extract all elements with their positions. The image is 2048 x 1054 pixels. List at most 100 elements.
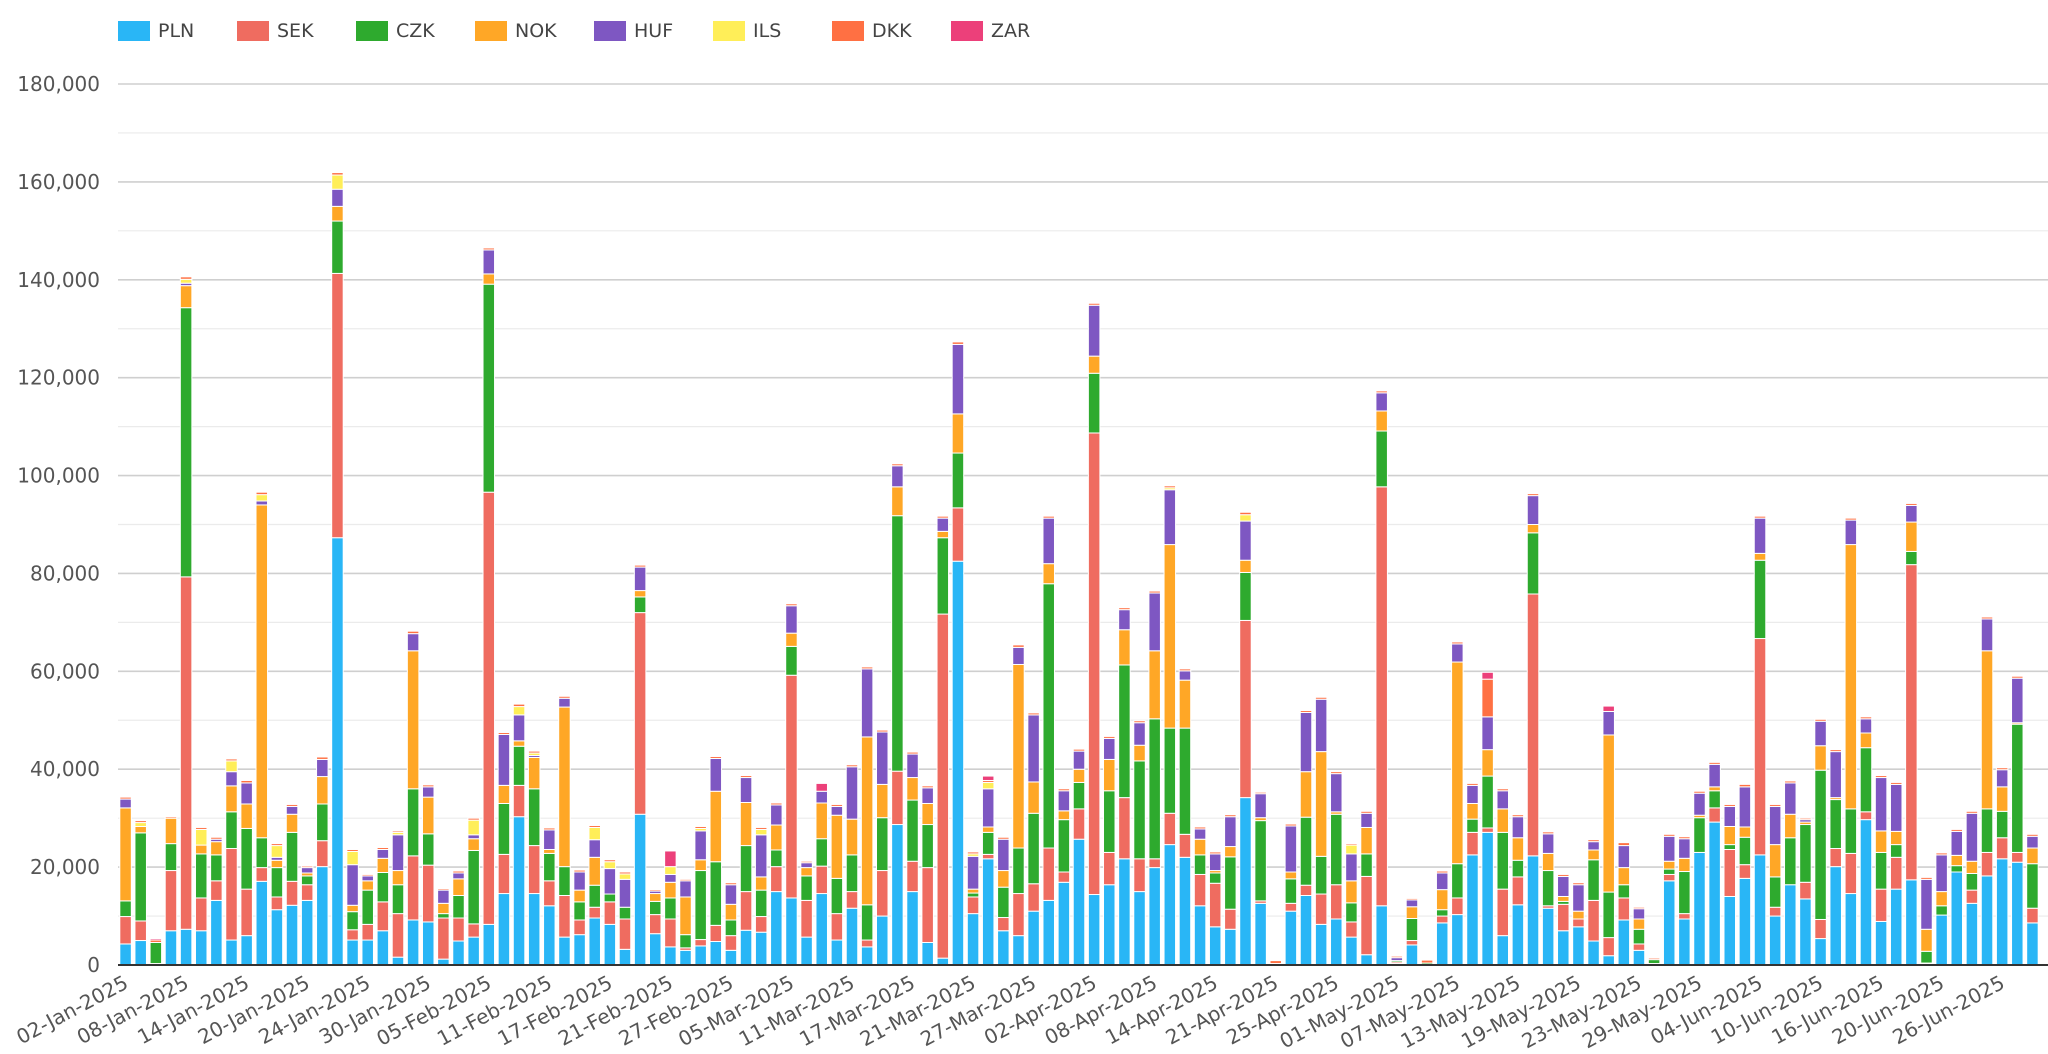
bar-segment-nok[interactable] — [331, 205, 344, 222]
bar-segment-dkk[interactable] — [1027, 712, 1040, 716]
bar-segment-huf[interactable] — [1375, 392, 1388, 412]
bar-segment-huf[interactable] — [1935, 854, 1948, 893]
bar-segment-sek[interactable] — [210, 880, 223, 901]
bar-segment-huf[interactable] — [1133, 722, 1146, 746]
bar-stack[interactable]: 11-Feb-2025 — [543, 827, 556, 966]
bar-segment-sek[interactable] — [1375, 486, 1388, 907]
bar-segment-dkk[interactable] — [1118, 607, 1131, 611]
bar-segment-czk[interactable] — [1905, 550, 1918, 566]
bar-segment-sek[interactable] — [1087, 432, 1101, 896]
bar-stack[interactable]: 04-Feb-2025 — [467, 817, 480, 966]
bar-stack[interactable]: 07-May-2025 — [1451, 641, 1464, 966]
bar-segment-huf[interactable] — [376, 848, 390, 859]
bar-segment-sek[interactable] — [1057, 871, 1071, 883]
bar-segment-czk[interactable] — [1208, 872, 1222, 884]
bar-segment-huf[interactable] — [1511, 816, 1525, 839]
bar-segment-huf[interactable] — [664, 873, 677, 883]
bar-segment-nok[interactable] — [361, 880, 374, 891]
bar-segment-czk[interactable] — [951, 452, 965, 509]
bar-segment-dkk[interactable] — [906, 751, 919, 755]
bar-segment-dkk[interactable] — [1738, 783, 1752, 788]
bar-segment-czk[interactable] — [194, 853, 208, 899]
bar-stack[interactable]: 20-Jun-2025 — [1935, 852, 1948, 966]
bar-segment-sek[interactable] — [739, 891, 753, 931]
bar-segment-pln[interactable] — [1375, 905, 1388, 966]
bar-segment-sek[interactable] — [194, 897, 208, 932]
bar-segment-dkk[interactable] — [179, 276, 193, 280]
bar-segment-huf[interactable] — [1602, 710, 1615, 736]
bar-segment-czk[interactable] — [1617, 884, 1631, 899]
bar-segment-czk[interactable] — [1889, 844, 1903, 858]
bar-segment-czk[interactable] — [709, 861, 723, 926]
bar-segment-huf[interactable] — [1829, 751, 1842, 799]
bar-segment-sek[interactable] — [1905, 564, 1918, 881]
bar-segment-sek[interactable] — [225, 848, 238, 941]
bar-segment-czk[interactable] — [1314, 855, 1328, 895]
bar-segment-sek[interactable] — [724, 935, 738, 951]
bar-segment-czk[interactable] — [1526, 532, 1540, 595]
bar-segment-pln[interactable] — [1314, 923, 1328, 966]
bar-segment-pln[interactable] — [1557, 930, 1570, 966]
bar-segment-sek[interactable] — [1435, 915, 1449, 924]
bar-segment-nok[interactable] — [285, 813, 299, 833]
legend-item-dkk[interactable]: DKK — [832, 18, 951, 44]
bar-segment-dkk[interactable] — [936, 515, 950, 519]
bar-segment-nok[interactable] — [785, 632, 798, 647]
bar-segment-dkk[interactable] — [1889, 781, 1903, 785]
bar-segment-czk[interactable] — [1163, 727, 1177, 814]
bar-segment-nok[interactable] — [1753, 552, 1767, 561]
bar-segment-pln[interactable] — [270, 909, 284, 966]
bar-segment-nok[interactable] — [527, 756, 541, 790]
bar-stack[interactable]: 24-Jan-2025 — [361, 873, 374, 966]
bar-segment-sek[interactable] — [1874, 888, 1888, 922]
bar-segment-nok[interactable] — [1012, 663, 1025, 849]
bar-stack[interactable]: 19-Jun-2025 — [1920, 876, 1933, 966]
bar-segment-pln[interactable] — [1072, 838, 1086, 966]
bar-segment-pln[interactable] — [134, 940, 147, 966]
bar-segment-nok[interactable] — [679, 896, 692, 936]
bar-segment-nok[interactable] — [1057, 810, 1071, 821]
bar-stack[interactable]: 24-Apr-2025 — [1314, 696, 1328, 966]
bar-segment-dkk[interactable] — [1572, 882, 1585, 886]
bar-segment-sek[interactable] — [1844, 852, 1858, 895]
bar-segment-czk[interactable] — [270, 867, 284, 898]
bar-segment-czk[interactable] — [1360, 853, 1373, 877]
bar-stack[interactable]: 29-May-2025 — [1693, 790, 1706, 966]
bar-segment-sek[interactable] — [815, 865, 828, 895]
bar-segment-huf[interactable] — [467, 834, 480, 840]
bar-stack[interactable]: 23-Jun-2025 — [1950, 828, 1964, 966]
bar-segment-czk[interactable] — [119, 900, 132, 918]
bar-segment-dkk[interactable] — [951, 341, 965, 345]
bar-stack[interactable]: 20-Jan-2025 — [300, 865, 314, 966]
bar-stack[interactable]: 01-May-2025 — [1390, 955, 1404, 966]
legend-item-nok[interactable]: NOK — [475, 18, 594, 44]
bar-segment-dkk[interactable] — [376, 847, 390, 850]
bar-stack[interactable]: 15-May-2025 — [1541, 831, 1555, 966]
bar-segment-huf[interactable] — [724, 884, 738, 905]
bar-segment-czk[interactable] — [406, 788, 420, 857]
bar-segment-nok[interactable] — [1193, 838, 1207, 856]
bar-segment-ils[interactable] — [179, 278, 193, 284]
bar-segment-huf[interactable] — [1693, 792, 1706, 816]
bar-segment-huf[interactable] — [1889, 783, 1903, 832]
bar-segment-huf[interactable] — [1905, 504, 1918, 523]
bar-segment-dkk[interactable] — [194, 826, 208, 830]
bar-stack[interactable]: 09-Apr-2025 — [1163, 485, 1177, 966]
bar-segment-dkk[interactable] — [225, 758, 238, 762]
bar-segment-sek[interactable] — [1027, 883, 1040, 912]
bar-segment-dkk[interactable] — [694, 825, 707, 829]
bar-stack[interactable]: 27-Mar-2025 — [1027, 712, 1040, 966]
bar-segment-huf[interactable] — [815, 790, 828, 804]
bar-segment-zar[interactable] — [149, 938, 163, 941]
bar-stack[interactable]: 08-May-2025 — [1466, 782, 1479, 966]
bar-segment-czk[interactable] — [800, 875, 813, 901]
bar-segment-dkk[interactable] — [1541, 831, 1555, 835]
bar-segment-huf[interactable] — [845, 766, 859, 820]
bar-segment-ils[interactable] — [270, 845, 284, 858]
bar-stack[interactable]: 25-Jun-2025 — [1980, 616, 1994, 966]
bar-segment-czk[interactable] — [1632, 928, 1646, 945]
bar-segment-pln[interactable] — [815, 893, 828, 966]
legend-item-zar[interactable]: ZAR — [951, 18, 1070, 44]
bar-segment-huf[interactable] — [1299, 711, 1313, 773]
bar-segment-huf[interactable] — [936, 517, 950, 532]
